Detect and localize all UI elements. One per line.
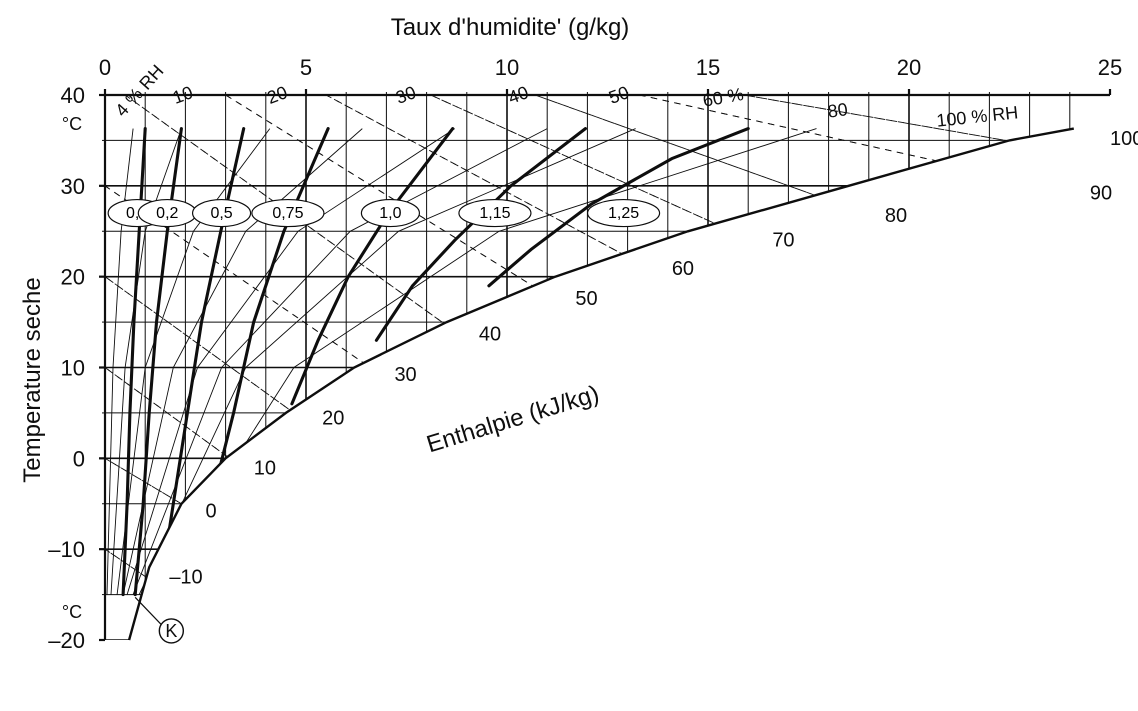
k-label: 0,5 xyxy=(210,205,232,222)
k-label: 1,25 xyxy=(608,205,639,222)
rh-label: 20 xyxy=(264,82,290,108)
rh-label: 80 xyxy=(826,99,849,122)
k-label: 0,2 xyxy=(156,205,178,222)
y-unit-label: °C xyxy=(62,114,82,134)
y-tick-label: 40 xyxy=(61,83,85,108)
grid xyxy=(105,95,1110,640)
rh-label: 60 % xyxy=(701,84,745,111)
rh-label: 10 xyxy=(170,82,196,108)
k-curves xyxy=(123,129,748,595)
rh-label: 40 xyxy=(506,82,532,108)
y-tick-label: 10 xyxy=(61,356,85,381)
k-symbol-connector xyxy=(135,597,161,624)
y-tick-label: 20 xyxy=(61,265,85,290)
y-tick-label: 30 xyxy=(61,174,85,199)
enthalpy-lines xyxy=(0,0,1128,578)
enthalpy-label: 100 xyxy=(1110,128,1138,150)
y-tick-label: –20 xyxy=(48,628,85,653)
enthalpy-label: 30 xyxy=(394,364,416,386)
y-axis-title: Temperature seche xyxy=(19,277,46,482)
k-label: 0,75 xyxy=(272,205,303,222)
y-tick-label: –10 xyxy=(48,537,85,562)
enthalpy-label: 20 xyxy=(322,408,344,430)
enthalpy-label: 10 xyxy=(254,458,276,480)
x-axis-title: Taux d'humidite' (g/kg) xyxy=(391,14,630,41)
y-tick-label: 0 xyxy=(73,446,85,471)
enthalpy-title: Enthalpie (kJ/kg) xyxy=(423,380,602,458)
enthalpy-label: 60 xyxy=(672,258,694,280)
enthalpy-label: –10 xyxy=(169,567,202,589)
x-tick-label: 0 xyxy=(99,55,111,80)
enthalpy-label: 90 xyxy=(1090,182,1112,204)
rh-label: 30 xyxy=(393,82,419,108)
x-tick-label: 15 xyxy=(696,55,720,80)
y-unit-label: °C xyxy=(62,602,82,622)
x-tick-label: 25 xyxy=(1098,55,1122,80)
x-tick-label: 10 xyxy=(495,55,519,80)
x-tick-label: 20 xyxy=(897,55,921,80)
rh-label: 100 % RH xyxy=(935,102,1019,130)
k-symbol: K xyxy=(165,621,177,641)
enthalpy-label: 50 xyxy=(575,288,597,310)
enthalpy-label: 40 xyxy=(479,323,501,345)
rh-label: 4 % RH xyxy=(111,61,167,120)
psychrometric-chart: 0 5 10 15 20 25 –20 –10 0 10 20 30 40 °C °C Taux d'humi… xyxy=(0,0,1138,711)
enthalpy-label: 80 xyxy=(885,205,907,227)
enthalpy-label: 0 xyxy=(206,500,217,522)
k-label: 1,15 xyxy=(479,205,510,222)
enthalpy-label: 70 xyxy=(772,230,794,252)
k-label: 1,0 xyxy=(379,205,401,222)
rh-curves xyxy=(107,129,817,595)
x-tick-label: 5 xyxy=(300,55,312,80)
